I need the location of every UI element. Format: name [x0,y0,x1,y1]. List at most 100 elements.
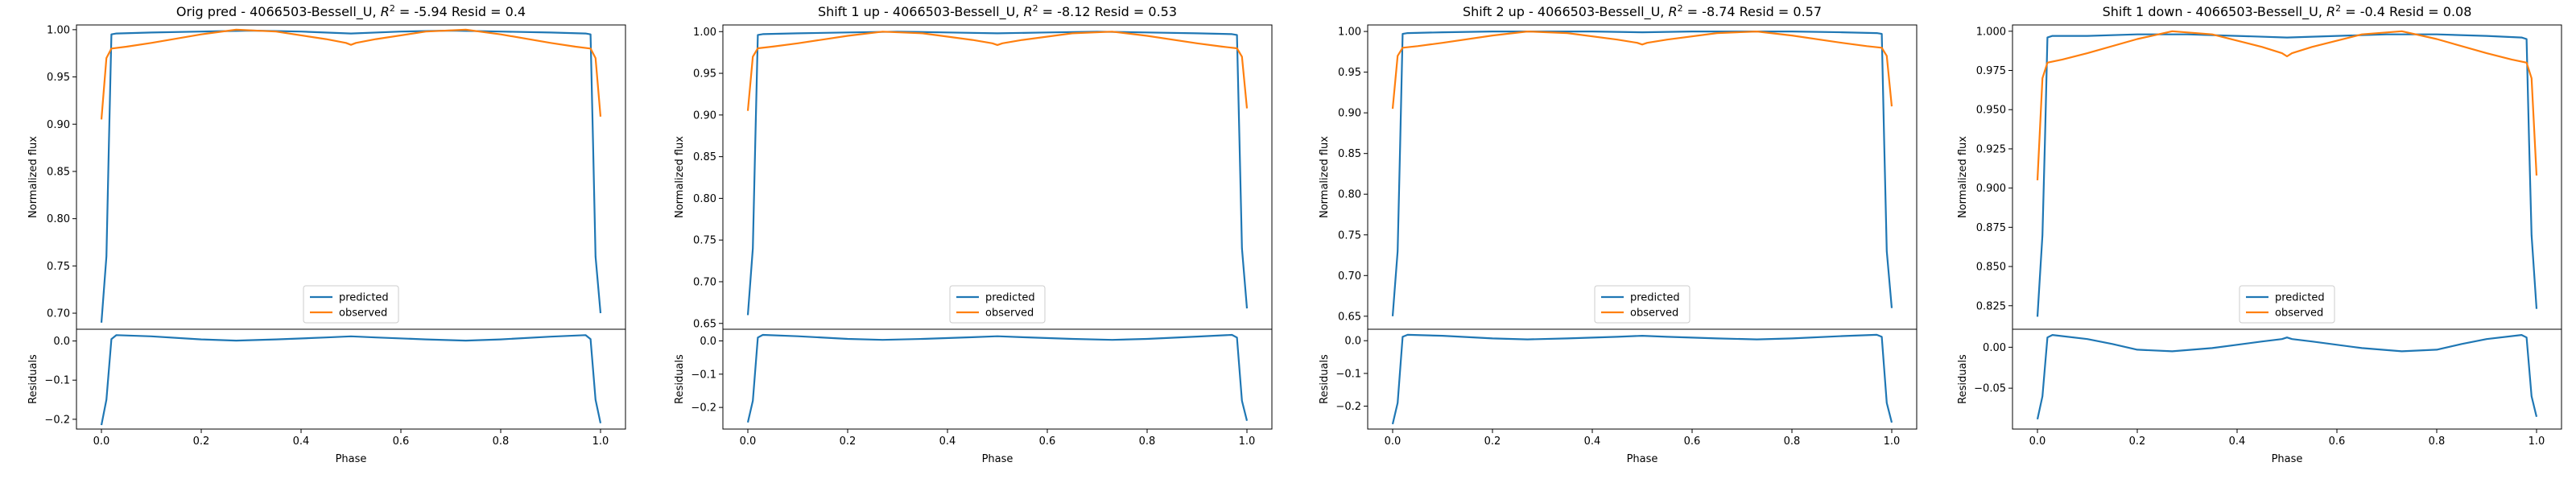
x-tick-label: 1.0 [1239,436,1256,448]
x-tick-label: 0.6 [1039,436,1056,448]
y-tick-label-bottom: −0.1 [1335,368,1361,380]
y-tick-label-top: 0.70 [1338,270,1361,283]
top-axes-frame [2012,24,2562,330]
x-tick-label: 0.2 [2129,436,2146,448]
legend-box [2239,285,2335,324]
y-tick-label-top: 1.00 [47,24,70,36]
x-tick-label: 0.8 [2429,436,2446,448]
series-line-observed [100,28,602,120]
y-tick-label-top: 0.85 [693,151,716,163]
title-prefix: Orig pred - 4066503-Bessell_U, [176,4,381,20]
y-tick-label-top: 0.90 [1338,108,1361,120]
y-tick-label-bottom: 0.0 [700,336,716,348]
x-tick-label: 0.2 [840,436,857,448]
title-r2-symbol: R [1668,4,1677,19]
x-tick-label: 0.2 [1484,436,1501,448]
legend-label-observed: observed [339,308,387,320]
y-tick-label-top: 1.00 [1338,27,1361,39]
legend: predicted observed [303,285,399,324]
legend: predicted observed [1594,285,1690,324]
y-tick-label-top: 0.900 [1976,183,2006,195]
y-tick-label-top: 0.65 [1338,311,1361,323]
y-tick-label-top: 0.875 [1976,222,2006,234]
y-axis-label-top: Normalized flux [674,136,686,218]
x-tick-label: 0.6 [393,436,410,448]
x-tick-label: 0.4 [293,436,310,448]
x-axis-label: Phase [336,453,367,465]
x-tick-label: 0.0 [2029,436,2046,448]
x-tick-label: 0.0 [93,436,110,448]
x-tick-label: 0.8 [1784,436,1801,448]
x-tick-label: 1.0 [592,436,609,448]
y-tick-label-top: 0.85 [1338,148,1361,160]
y-tick-label-top: 0.70 [693,276,716,288]
x-axis-label: Phase [1627,453,1658,465]
series-line-predicted [100,29,602,323]
title-r2-superscript: 2 [1033,3,1038,14]
title-suffix: = -5.94 Resid = 0.4 [395,4,526,19]
legend-box [303,285,399,324]
y-tick-label-top: 0.70 [47,308,70,320]
legend-label-observed: observed [2275,308,2323,320]
y-axis-label-bottom: Residuals [674,354,686,404]
top-plot-area [2036,30,2538,317]
x-tick-label: 1.0 [1884,436,1901,448]
legend-label-predicted: predicted [339,292,389,304]
y-tick-label-top: 0.65 [693,318,716,330]
y-tick-label-top: 0.80 [1338,189,1361,201]
y-axis-label-top: Normalized flux [27,136,39,218]
top-axes-frame [76,24,626,330]
y-axis-label-bottom: Residuals [1319,354,1331,404]
y-tick-label-bottom: −0.1 [691,369,716,381]
y-tick-label-top: 0.85 [47,166,70,178]
title-suffix: = -0.4 Resid = 0.08 [2341,4,2471,19]
chart-title: Shift 1 up - 4066503-Bessell_U, R2 = -8.… [818,3,1177,21]
y-axis-label-top: Normalized flux [1957,136,1969,218]
y-tick-label-top: 0.950 [1976,105,2006,117]
y-tick-label-top: 0.925 [1976,143,2006,155]
bottom-plot-area [100,334,602,426]
legend-box [1594,285,1690,324]
series-line-residual [746,333,1249,423]
x-tick-label: 0.4 [2229,436,2246,448]
y-tick-label-top: 0.75 [693,235,716,247]
series-line-observed [1391,31,1893,109]
y-tick-label-bottom: −0.2 [691,402,716,415]
title-r2-symbol: R [2326,4,2335,19]
x-axis-label: Phase [982,453,1013,465]
legend-label-predicted: predicted [985,292,1035,304]
y-tick-label-top: 0.95 [693,68,716,80]
bottom-plot-area [1391,333,1893,425]
legend-label-observed: observed [1630,308,1678,320]
top-axes-frame [722,24,1273,330]
y-tick-label-bottom: −0.1 [44,375,70,387]
title-suffix: = -8.12 Resid = 0.53 [1038,4,1177,19]
title-r2-superscript: 2 [1678,3,1683,14]
y-tick-label-top: 0.850 [1976,262,2006,274]
chart-title: Shift 2 up - 4066503-Bessell_U, R2 = -8.… [1463,3,1822,21]
chart-title: Orig pred - 4066503-Bessell_U, R2 = -5.9… [176,3,526,21]
series-line-predicted [746,31,1249,316]
x-tick-label: 0.6 [1684,436,1701,448]
series-line-predicted [1391,31,1893,316]
x-tick-label: 0.6 [2329,436,2346,448]
bottom-axes-frame [722,328,1273,430]
top-plot-area [746,31,1249,316]
y-tick-label-top: 1.000 [1976,26,2006,38]
y-tick-label-top: 0.75 [47,261,70,273]
y-tick-label-top: 0.90 [47,119,70,131]
bottom-plot-area [746,333,1249,423]
chart-panel-4: Shift 1 down - 4066503-Bessell_U, R2 = -… [1957,3,2562,465]
x-tick-label: 0.0 [740,436,757,448]
chart-title: Shift 1 down - 4066503-Bessell_U, R2 = -… [2103,3,2472,21]
y-tick-label-top: 0.975 [1976,65,2006,77]
y-axis-label-bottom: Residuals [27,354,39,404]
series-line-observed [746,31,1249,111]
chart-panel-2: Shift 1 up - 4066503-Bessell_U, R2 = -8.… [674,3,1273,465]
top-axes-frame [1367,24,1918,330]
legend-box [949,285,1046,324]
title-r2-superscript: 2 [2335,3,2341,14]
y-tick-label-bottom: −0.2 [44,414,70,426]
x-tick-label: 0.2 [193,436,210,448]
